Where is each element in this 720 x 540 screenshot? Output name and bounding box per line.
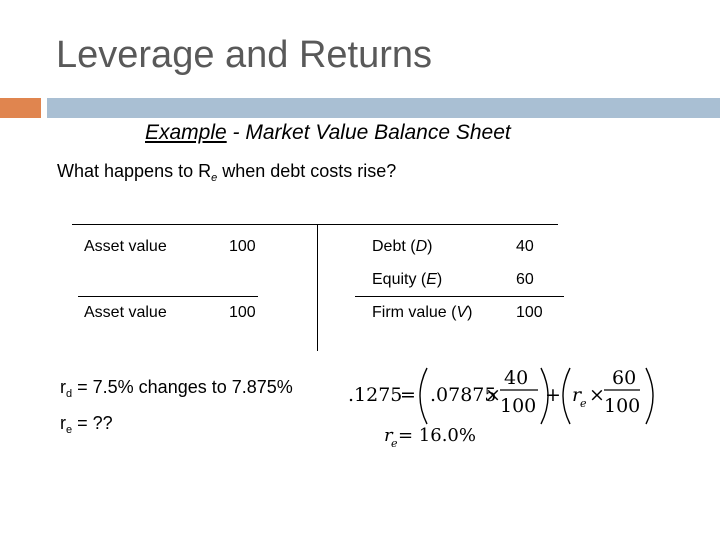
formula-d-den: 100 <box>500 395 536 417</box>
equity-label: Equity (E) <box>372 271 442 289</box>
re-sub: e <box>66 424 73 436</box>
re-var: r <box>60 413 66 433</box>
asset-total-label: Asset value <box>84 304 167 321</box>
result-text: = 16.0% <box>398 425 476 446</box>
debt-label-pre: Debt ( <box>372 238 416 255</box>
result-var: r <box>384 425 394 446</box>
equity-label-post: ) <box>436 271 443 288</box>
formula-times-1: × <box>485 384 501 406</box>
firm-label-pre: Firm value ( <box>372 304 457 321</box>
subtitle-rest: - Market Value Balance Sheet <box>226 121 511 144</box>
question-sub: e <box>211 172 218 184</box>
firm-value: 100 <box>516 304 543 321</box>
debt-label-var: D <box>415 238 428 255</box>
formula-rd: .07875 <box>430 384 496 406</box>
slide-title: Leverage and Returns <box>56 34 433 76</box>
left-total-rule <box>78 296 258 297</box>
asset-value: 100 <box>229 238 256 255</box>
asset-total-value: 100 <box>229 304 256 321</box>
result-sub: e <box>391 437 398 450</box>
re-text: = ?? <box>72 413 113 433</box>
formula-times-2: × <box>589 384 605 406</box>
table-divider <box>317 224 318 351</box>
rd-text: = 7.5% changes to 7.875% <box>72 377 293 397</box>
paren-close-2 <box>645 367 654 425</box>
accent-bar-right <box>47 98 720 118</box>
formula-re-sub: e <box>580 397 587 410</box>
formula-equals: = <box>400 384 416 406</box>
firm-value-label: Firm value (V) <box>372 304 472 322</box>
formula-d-num: 40 <box>504 367 528 389</box>
formula-lhs: .1275 <box>348 384 402 406</box>
right-total-rule <box>355 296 564 297</box>
formula-e-den: 100 <box>604 395 640 417</box>
formula-plus: + <box>545 384 561 406</box>
question-text: What happens to Re when debt costs rise? <box>57 161 397 184</box>
paren-open-1 <box>419 367 428 425</box>
asset-label: Asset value <box>84 238 167 255</box>
rd-var: r <box>60 377 66 397</box>
re-line: re = ?? <box>60 413 113 436</box>
paren-close-1 <box>540 367 549 425</box>
debt-value: 40 <box>516 238 534 255</box>
debt-label: Debt (D) <box>372 238 432 256</box>
subtitle-example: Example <box>145 121 227 144</box>
slide-subtitle: Example - Market Value Balance Sheet <box>145 121 511 145</box>
equity-label-pre: Equity ( <box>372 271 427 288</box>
debt-label-post: ) <box>427 238 433 255</box>
question-post: when debt costs rise? <box>217 161 397 181</box>
formula-re-var: r <box>572 384 583 406</box>
accent-bar-left <box>0 98 41 118</box>
table-top-rule <box>72 224 558 225</box>
rd-line: rd = 7.5% changes to 7.875% <box>60 377 293 400</box>
firm-label-var: V <box>456 304 468 321</box>
equity-value: 60 <box>516 271 534 288</box>
rd-sub: d <box>66 388 73 400</box>
equity-label-var: E <box>426 271 437 288</box>
firm-label-post: ) <box>467 304 473 321</box>
formula-e-num: 60 <box>612 367 636 389</box>
question-pre: What happens to R <box>57 161 212 181</box>
paren-open-2 <box>562 367 571 425</box>
